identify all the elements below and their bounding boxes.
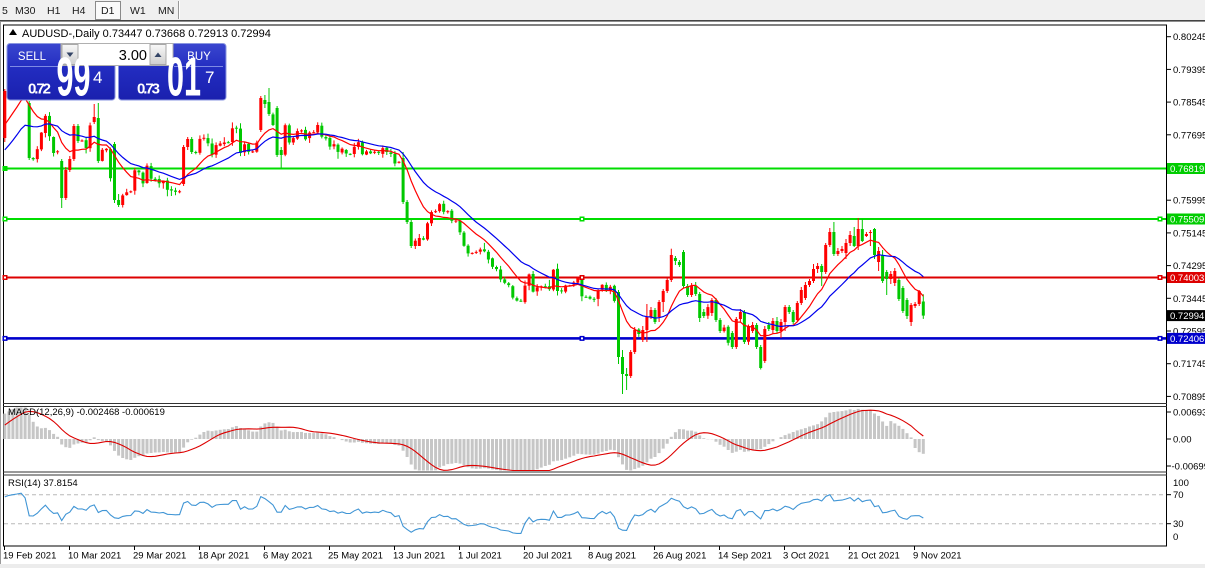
svg-text:0.80245: 0.80245 [1173,32,1205,43]
svg-text:0.74003: 0.74003 [1170,273,1204,284]
svg-text:3.00: 3.00 [119,48,147,64]
svg-text:25 May 2021: 25 May 2021 [328,551,383,562]
svg-text:SELL: SELL [18,51,47,63]
svg-text:30: 30 [1173,519,1184,530]
svg-text:-0.006991: -0.006991 [1172,462,1205,473]
svg-text:0.74295: 0.74295 [1173,261,1205,272]
svg-text:0.77695: 0.77695 [1173,130,1205,141]
svg-text:20 Jul 2021: 20 Jul 2021 [523,551,572,562]
svg-text:3 Oct 2021: 3 Oct 2021 [783,551,829,562]
svg-text:01: 01 [167,46,201,108]
svg-text:19 Feb 2021: 19 Feb 2021 [3,551,56,562]
svg-text:0.73445: 0.73445 [1173,294,1205,305]
svg-text:0.00: 0.00 [1173,435,1192,446]
svg-text:MACD(12,26,9) -0.002468 -0.000: MACD(12,26,9) -0.002468 -0.000619 [8,407,165,418]
svg-text:H1: H1 [47,5,61,17]
svg-text:0.006936: 0.006936 [1173,408,1205,419]
svg-text:0.71745: 0.71745 [1173,359,1205,370]
svg-text:7: 7 [205,68,214,87]
svg-text:8 Aug 2021: 8 Aug 2021 [588,551,636,562]
svg-text:18 Apr 2021: 18 Apr 2021 [198,551,249,562]
svg-text:0.73: 0.73 [137,81,160,98]
svg-text:MN: MN [158,5,174,17]
svg-text:26 Aug 2021: 26 Aug 2021 [653,551,706,562]
svg-text:BUY: BUY [187,51,211,63]
svg-text:0.79395: 0.79395 [1173,65,1205,76]
svg-text:RSI(14) 37.8154: RSI(14) 37.8154 [8,478,78,489]
svg-text:D1: D1 [101,5,115,17]
svg-text:0.75995: 0.75995 [1173,196,1205,207]
svg-text:0.75145: 0.75145 [1173,228,1205,239]
svg-text:100: 100 [1173,478,1189,489]
svg-text:W1: W1 [130,5,146,17]
svg-text:10 Mar 2021: 10 Mar 2021 [68,551,121,562]
svg-text:14 Sep 2021: 14 Sep 2021 [718,551,772,562]
svg-text:AUDUSD-,Daily 0.73447 0.73668: AUDUSD-,Daily 0.73447 0.73668 0.72913 0.… [22,28,271,40]
svg-text:M30: M30 [15,5,36,17]
svg-text:0.75509: 0.75509 [1170,215,1204,226]
svg-text:0.72406: 0.72406 [1170,334,1204,345]
svg-text:9 Nov 2021: 9 Nov 2021 [913,551,962,562]
svg-text:4: 4 [93,68,102,87]
svg-text:H4: H4 [72,5,86,17]
svg-text:70: 70 [1173,490,1184,501]
svg-text:0.72: 0.72 [28,81,51,98]
svg-text:1 Jul 2021: 1 Jul 2021 [458,551,502,562]
svg-text:6 May 2021: 6 May 2021 [263,551,313,562]
svg-text:21 Oct 2021: 21 Oct 2021 [848,551,900,562]
svg-text:13 Jun 2021: 13 Jun 2021 [393,551,445,562]
svg-text:0: 0 [1173,532,1178,543]
svg-text:0.72595: 0.72595 [1173,327,1205,338]
svg-text:0.76819: 0.76819 [1170,164,1204,175]
svg-text:0.78545: 0.78545 [1173,98,1205,109]
svg-text:99: 99 [57,46,91,108]
svg-text:5: 5 [2,5,8,17]
svg-text:0.72994: 0.72994 [1170,311,1204,322]
svg-text:29 Mar 2021: 29 Mar 2021 [133,551,186,562]
svg-text:0.70895: 0.70895 [1173,392,1205,403]
